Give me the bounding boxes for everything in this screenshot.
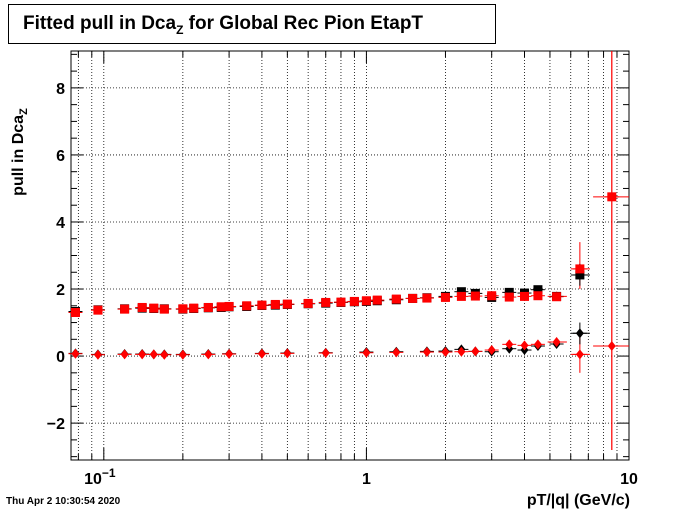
data-point-square	[422, 293, 432, 303]
data-point-diamond	[138, 349, 147, 360]
data-point-square	[391, 294, 401, 304]
data-point-square	[270, 299, 280, 309]
data-point-square	[607, 192, 617, 202]
title-main: Fitted pull in Dca	[23, 13, 177, 34]
data-point-diamond	[204, 349, 213, 360]
x-tick-label: 1	[362, 471, 371, 488]
data-point-diamond	[533, 339, 542, 350]
data-point-diamond	[71, 348, 80, 359]
data-point-square	[533, 291, 543, 301]
data-point-square	[120, 304, 130, 314]
data-point-square	[575, 264, 585, 274]
data-point-diamond	[160, 349, 169, 360]
x-tick-label: 10	[620, 471, 638, 488]
x-axis-label: pT/|q| (GeV/c)	[526, 492, 630, 509]
data-point-square	[520, 291, 530, 301]
data-point-diamond	[505, 339, 514, 350]
data-point-diamond	[257, 348, 266, 359]
data-point-square	[70, 307, 80, 317]
data-point-diamond	[283, 348, 292, 359]
data-point-square	[303, 298, 313, 308]
data-point-square	[149, 303, 159, 313]
data-point-square	[178, 304, 188, 314]
data-point-square	[372, 295, 382, 305]
data-point-square	[224, 301, 234, 311]
plot-frame	[70, 50, 630, 461]
data-point-diamond	[575, 349, 584, 360]
data-point-square	[321, 297, 331, 307]
data-point-diamond	[471, 346, 480, 357]
y-tick-label: 6	[56, 148, 65, 165]
data-point-square	[159, 304, 169, 314]
data-point-diamond	[422, 347, 431, 358]
data-point-square	[216, 302, 226, 312]
data-point-square	[203, 302, 213, 312]
data-point-square	[408, 293, 418, 303]
data-point-diamond	[149, 349, 158, 360]
data-point-square	[189, 303, 199, 313]
data-point-square	[336, 297, 346, 307]
data-point-square	[282, 299, 292, 309]
title-box: Fitted pull in DcaZ for Global Rec Pion …	[8, 4, 496, 44]
data-point-diamond	[575, 328, 584, 339]
data-point-diamond	[607, 341, 616, 352]
y-tick-label: 0	[56, 349, 65, 366]
data-point-square	[575, 270, 585, 280]
data-point-diamond	[120, 349, 129, 360]
data-point-square	[456, 291, 466, 301]
y-tick-label: 4	[56, 215, 65, 232]
data-point-square	[257, 300, 267, 310]
data-point-diamond	[225, 349, 234, 360]
data-point-diamond	[321, 348, 330, 359]
data-point-diamond	[487, 345, 496, 356]
data-point-square	[349, 296, 359, 306]
data-point-square	[533, 285, 543, 295]
data-point-diamond	[392, 347, 401, 358]
data-point-square	[137, 302, 147, 312]
data-point-diamond	[178, 349, 187, 360]
data-point-square	[93, 305, 103, 315]
data-point-diamond	[520, 340, 529, 351]
data-point-square	[504, 287, 514, 297]
data-point-square	[487, 291, 497, 301]
data-point-square	[456, 287, 466, 297]
y-tick-label: 8	[56, 81, 65, 98]
data-point-diamond	[457, 346, 466, 357]
data-point-square	[242, 301, 252, 311]
data-point-diamond	[362, 347, 371, 358]
title-rest: for Global Rec Pion EtapT	[183, 13, 424, 34]
title-subscript: Z	[176, 23, 184, 37]
data-point-square	[504, 292, 514, 302]
y-tick-label: 2	[56, 282, 65, 299]
data-point-diamond	[552, 336, 561, 347]
timestamp: Thu Apr 2 10:30:54 2020	[6, 496, 121, 507]
data-point-square	[470, 291, 480, 301]
data-point-square	[440, 292, 450, 302]
y-tick-label: −2	[47, 416, 65, 433]
chart-title: Fitted pull in DcaZ for Global Rec Pion …	[23, 13, 423, 37]
x-tick-label: 10−1	[84, 466, 116, 488]
data-point-diamond	[93, 349, 102, 360]
data-point-diamond	[441, 347, 450, 358]
data-point-square	[552, 292, 562, 302]
data-point-square	[361, 296, 371, 306]
